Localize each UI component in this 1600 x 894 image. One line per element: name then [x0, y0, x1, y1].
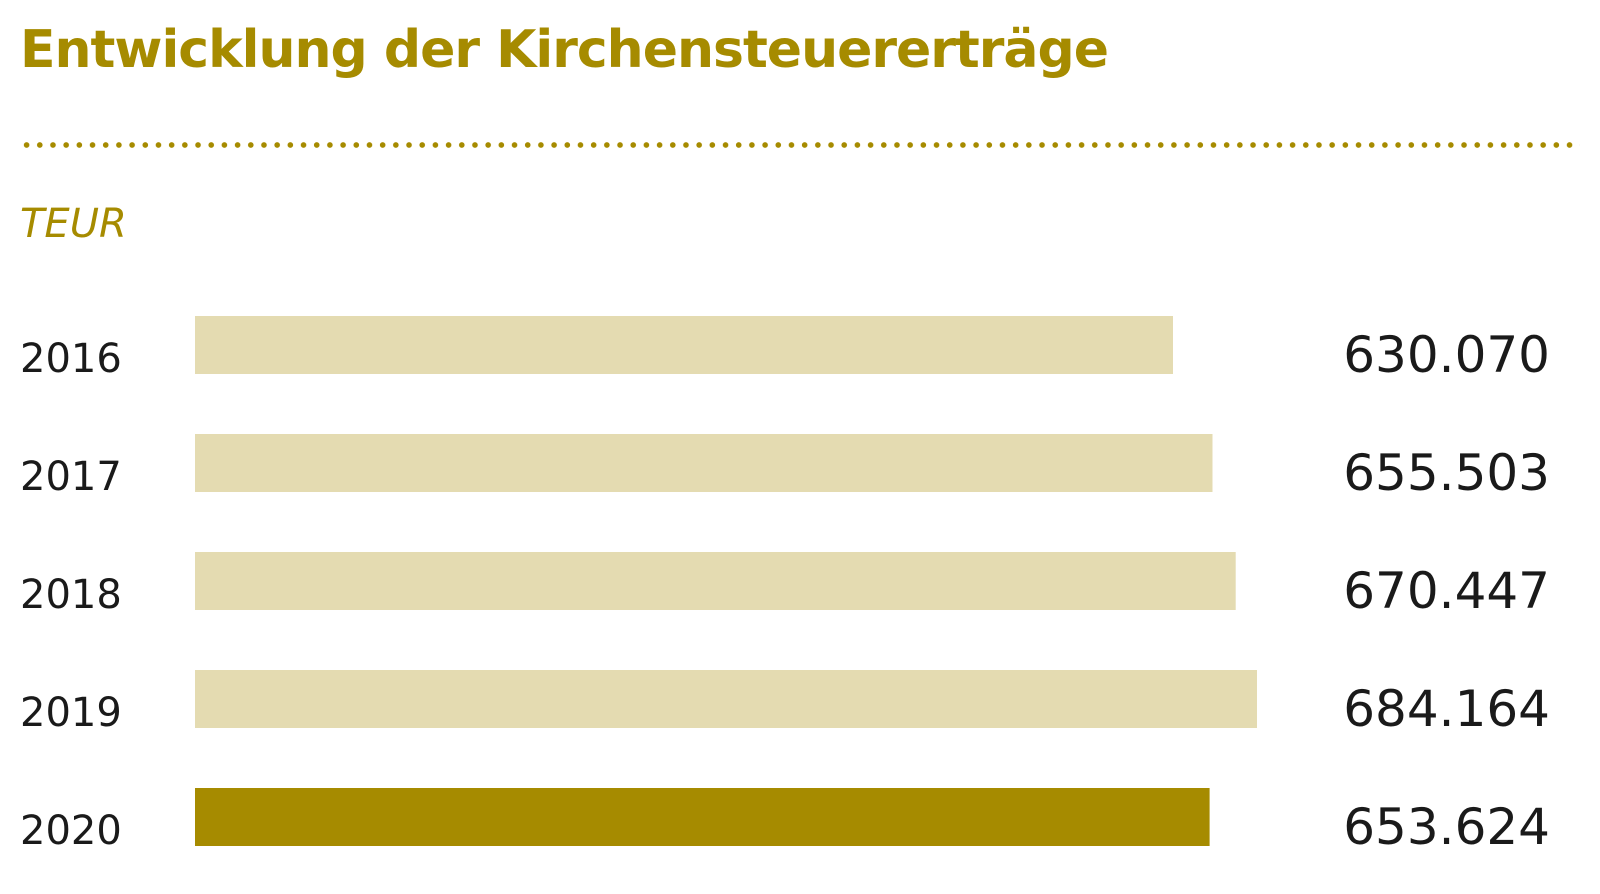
value-label-2020: 653.624: [1343, 798, 1550, 856]
value-label-2019: 684.164: [1343, 680, 1550, 738]
value-label-2016: 630.070: [1343, 326, 1550, 384]
chart-title: Entwicklung der Kirchensteuererträge: [20, 20, 1109, 80]
bar-2018: [195, 552, 1236, 610]
value-label-2017: 655.503: [1343, 444, 1550, 502]
year-label-2018: 2018: [20, 572, 122, 618]
value-label-2018: 670.447: [1343, 562, 1550, 620]
unit-label: TEUR: [20, 201, 127, 247]
year-label-2016: 2016: [20, 336, 122, 382]
year-label-2020: 2020: [20, 808, 122, 854]
year-label-2017: 2017: [20, 454, 122, 500]
dotted-divider: [20, 141, 1580, 149]
year-label-2019: 2019: [20, 690, 122, 736]
bar-2016: [195, 316, 1173, 374]
bar-2020: [195, 788, 1210, 846]
bar-2019: [195, 670, 1257, 728]
bar-2017: [195, 434, 1213, 492]
